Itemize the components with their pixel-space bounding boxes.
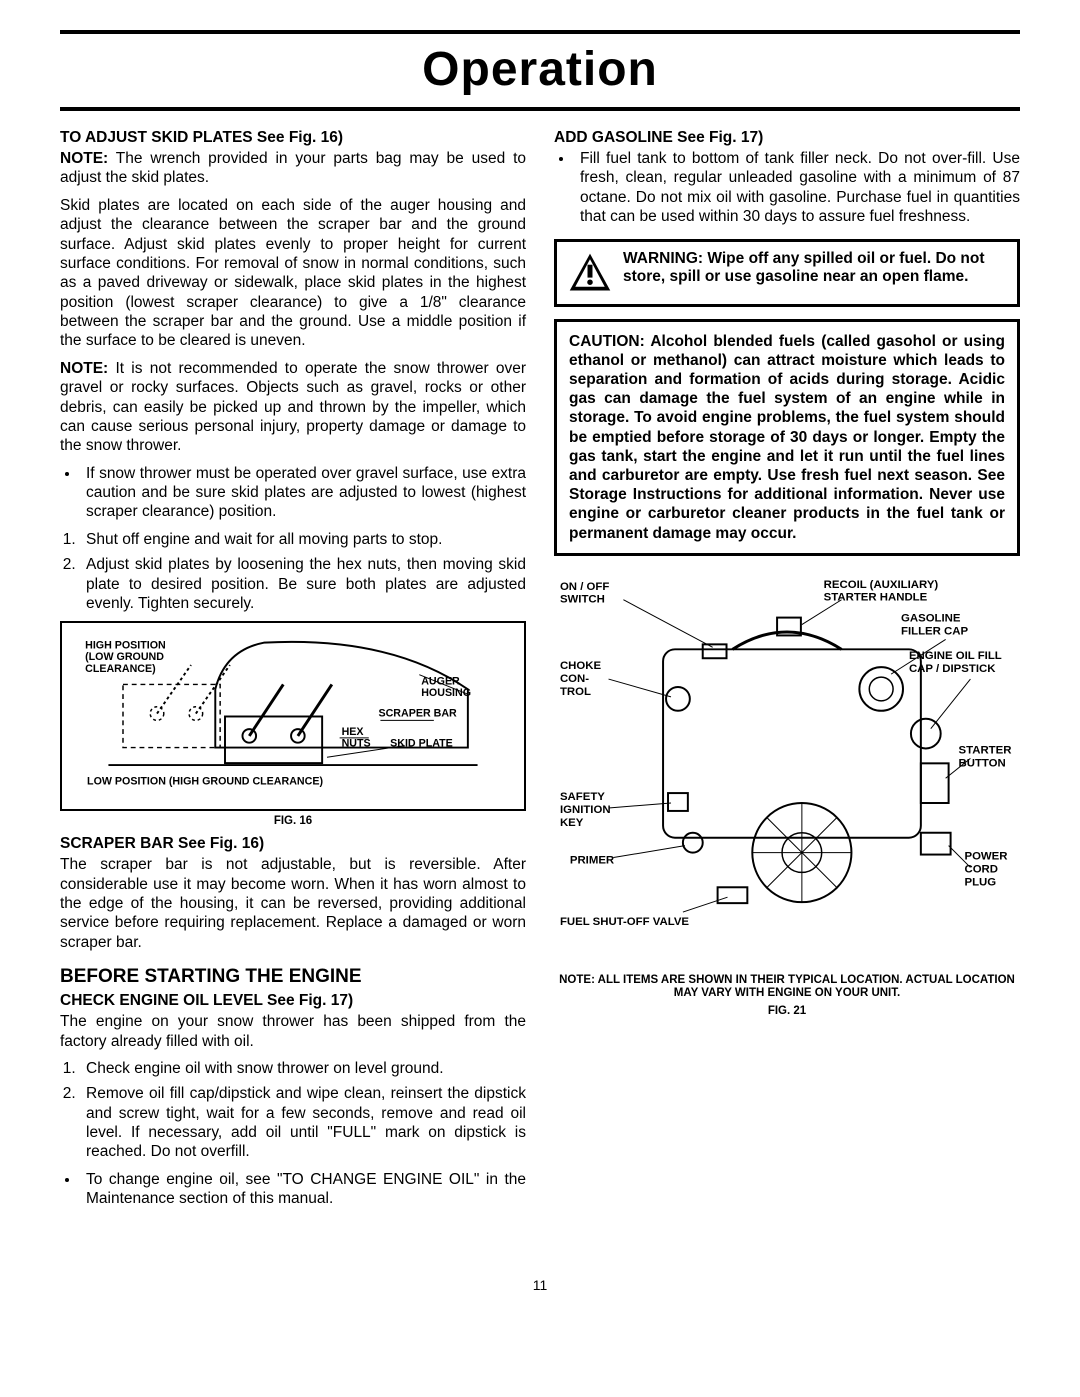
svg-text:CLEARANCE): CLEARANCE) bbox=[85, 663, 156, 675]
warning-icon bbox=[567, 250, 613, 296]
oil-step-2: Remove oil fill cap/dipstick and wipe cl… bbox=[80, 1084, 526, 1162]
svg-text:CHOKE: CHOKE bbox=[560, 660, 602, 672]
svg-text:(LOW GROUND: (LOW GROUND bbox=[85, 651, 164, 663]
svg-text:PRIMER: PRIMER bbox=[570, 854, 614, 866]
skid-bullets: If snow thrower must be operated over gr… bbox=[80, 464, 526, 522]
scraper-para: The scraper bar is not adjustable, but i… bbox=[60, 855, 526, 952]
svg-text:CON-: CON- bbox=[560, 673, 589, 685]
skid-step-1: Shut off engine and wait for all moving … bbox=[80, 530, 526, 549]
svg-text:SWITCH: SWITCH bbox=[560, 594, 605, 606]
skid-para1: Skid plates are located on each side of … bbox=[60, 196, 526, 351]
title-bar: Operation bbox=[60, 36, 1020, 111]
oil-steps: Check engine oil with snow thrower on le… bbox=[80, 1059, 526, 1162]
engine-diagram: ON / OFF SWITCH RECOIL (AUXILIARY) START… bbox=[554, 570, 1020, 1017]
top-rule bbox=[60, 30, 1020, 34]
svg-text:CAP / DIPSTICK: CAP / DIPSTICK bbox=[909, 663, 996, 675]
svg-text:STARTER HANDLE: STARTER HANDLE bbox=[824, 592, 928, 604]
svg-text:ENGINE OIL FILL: ENGINE OIL FILL bbox=[909, 650, 1002, 662]
skid-step-2: Adjust skid plates by loosening the hex … bbox=[80, 555, 526, 613]
svg-text:NUTS: NUTS bbox=[342, 738, 371, 750]
oil-step-1: Check engine oil with snow thrower on le… bbox=[80, 1059, 526, 1078]
oil-bullet-1: To change engine oil, see "TO CHANGE ENG… bbox=[80, 1170, 526, 1209]
svg-text:AUGER: AUGER bbox=[421, 676, 460, 688]
skid-bullet-1: If snow thrower must be operated over gr… bbox=[80, 464, 526, 522]
warning-box: WARNING: Wipe off any spilled oil or fue… bbox=[554, 239, 1020, 307]
warning-text: WARNING: Wipe off any spilled oil or fue… bbox=[623, 250, 1007, 296]
page-number: 11 bbox=[60, 1277, 1020, 1293]
svg-text:HIGH POSITION: HIGH POSITION bbox=[85, 640, 166, 652]
svg-text:TROL: TROL bbox=[560, 686, 591, 698]
svg-text:SCRAPER BAR: SCRAPER BAR bbox=[378, 708, 457, 720]
svg-text:GASOLINE: GASOLINE bbox=[901, 612, 961, 624]
gas-bullets: Fill fuel tank to bottom of tank filler … bbox=[574, 149, 1020, 227]
skid-steps: Shut off engine and wait for all moving … bbox=[80, 530, 526, 614]
svg-text:IGNITION: IGNITION bbox=[560, 804, 611, 816]
fig16-caption: FIG. 16 bbox=[60, 815, 526, 827]
oil-para: The engine on your snow thrower has been… bbox=[60, 1012, 526, 1051]
oil-bullets: To change engine oil, see "TO CHANGE ENG… bbox=[80, 1170, 526, 1209]
svg-text:ON / OFF: ON / OFF bbox=[560, 581, 609, 593]
engine-note: NOTE: ALL ITEMS ARE SHOWN IN THEIR TYPIC… bbox=[554, 974, 1020, 1002]
engine-svg: ON / OFF SWITCH RECOIL (AUXILIARY) START… bbox=[554, 570, 1020, 967]
svg-text:STARTER: STARTER bbox=[959, 744, 1012, 756]
svg-text:HEX: HEX bbox=[342, 726, 365, 738]
figure-16-svg: HIGH POSITION (LOW GROUND CLEARANCE) AUG… bbox=[70, 631, 516, 801]
figure-16-box: HIGH POSITION (LOW GROUND CLEARANCE) AUG… bbox=[60, 621, 526, 811]
two-column-layout: TO ADJUST SKID PLATES See Fig. 16) NOTE:… bbox=[60, 125, 1020, 1217]
section-head-oil: CHECK ENGINE OIL LEVEL See Fig. 17) bbox=[60, 992, 526, 1010]
section-head-scraper: SCRAPER BAR See Fig. 16) bbox=[60, 835, 526, 853]
svg-text:POWER: POWER bbox=[964, 850, 1007, 862]
svg-text:SKID PLATE: SKID PLATE bbox=[390, 738, 453, 750]
skid-note2: NOTE: It is not recommended to operate t… bbox=[60, 359, 526, 456]
svg-text:KEY: KEY bbox=[560, 817, 584, 829]
section-head-skid: TO ADJUST SKID PLATES See Fig. 16) bbox=[60, 129, 526, 147]
svg-text:RECOIL (AUXILIARY): RECOIL (AUXILIARY) bbox=[824, 579, 939, 591]
gas-bullet-1: Fill fuel tank to bottom of tank filler … bbox=[574, 149, 1020, 227]
svg-text:PLUG: PLUG bbox=[964, 876, 996, 888]
caution-box: CAUTION: Alcohol blended fuels (called g… bbox=[554, 319, 1020, 556]
section-head-gas: ADD GASOLINE See Fig. 17) bbox=[554, 129, 1020, 147]
right-column: ADD GASOLINE See Fig. 17) Fill fuel tank… bbox=[554, 125, 1020, 1217]
page-title: Operation bbox=[60, 42, 1020, 97]
svg-text:FUEL SHUT-OFF VALVE: FUEL SHUT-OFF VALVE bbox=[560, 916, 689, 928]
svg-text:HOUSING: HOUSING bbox=[421, 687, 471, 699]
svg-text:BUTTON: BUTTON bbox=[959, 757, 1006, 769]
note-wrench: NOTE: NOTE: The wrench provided in your … bbox=[60, 149, 526, 188]
before-start-heading: BEFORE STARTING THE ENGINE bbox=[60, 966, 526, 988]
svg-text:LOW POSITION (HIGH GROUND CLEA: LOW POSITION (HIGH GROUND CLEARANCE) bbox=[87, 776, 323, 788]
svg-text:SAFETY: SAFETY bbox=[560, 791, 605, 803]
svg-text:CORD: CORD bbox=[964, 863, 998, 875]
fig21-caption: FIG. 21 bbox=[554, 1005, 1020, 1017]
left-column: TO ADJUST SKID PLATES See Fig. 16) NOTE:… bbox=[60, 125, 526, 1217]
svg-text:FILLER CAP: FILLER CAP bbox=[901, 625, 968, 637]
